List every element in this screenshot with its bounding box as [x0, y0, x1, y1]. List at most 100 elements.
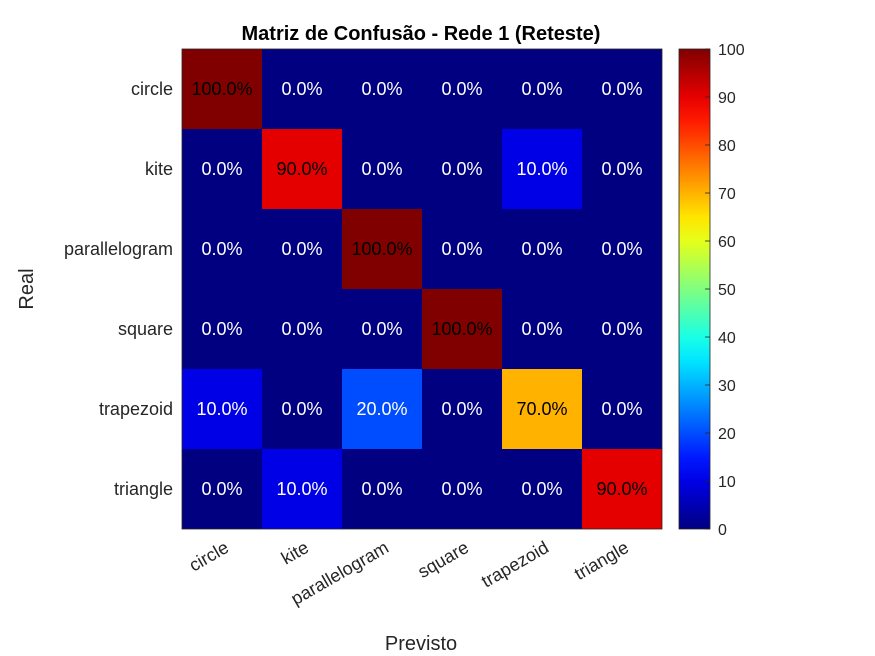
heatmap-cell: [502, 49, 582, 129]
cell-value-label: 0.0%: [361, 79, 402, 99]
cell-value-label: 0.0%: [601, 319, 642, 339]
colorbar-tick-label: 50: [718, 282, 736, 299]
heatmap-cell: [502, 209, 582, 289]
cell-value-label: 0.0%: [441, 399, 482, 419]
x-axis-label: Previsto: [385, 633, 457, 655]
heatmap-cell: [342, 209, 422, 289]
cell-value-label: 0.0%: [361, 479, 402, 499]
heatmap-cell: [502, 289, 582, 369]
cell-value-label: 0.0%: [441, 159, 482, 179]
heatmap-cell: [182, 289, 262, 369]
colorbar-tick-label: 40: [718, 330, 736, 347]
y-tick-label: square: [118, 319, 173, 339]
cell-value-label: 0.0%: [281, 79, 322, 99]
cell-value-label: 0.0%: [281, 399, 322, 419]
heatmap-cell: [342, 129, 422, 209]
cell-value-label: 0.0%: [441, 79, 482, 99]
colorbar-tick-label: 100: [718, 42, 745, 59]
cell-value-label: 0.0%: [281, 239, 322, 259]
colorbar-tick-label: 20: [718, 426, 736, 443]
cell-value-label: 10.0%: [196, 399, 247, 419]
cell-value-label: 0.0%: [601, 399, 642, 419]
heatmap-cell: [502, 449, 582, 529]
cell-value-label: 0.0%: [201, 479, 242, 499]
cell-value-label: 10.0%: [516, 159, 567, 179]
colorbar: 0 10 20 30 40 50 60 70 80 90 100: [678, 42, 745, 539]
heatmap-cell-labels: 100.0% 0.0% 0.0% 0.0% 0.0% 0.0% 0.0% 90.0% 0.0% 0…: [191, 79, 647, 499]
heatmap-cell: [342, 49, 422, 129]
heatmap-cell: [582, 49, 662, 129]
cell-value-label: 0.0%: [521, 239, 562, 259]
cell-value-label: 90.0%: [596, 479, 647, 499]
heatmap-cell: [342, 289, 422, 369]
cell-value-label: 0.0%: [601, 239, 642, 259]
cell-value-label: 0.0%: [201, 159, 242, 179]
heatmap-cell: [582, 129, 662, 209]
heatmap-cell: [582, 449, 662, 529]
x-tick-label: trapezoid: [478, 537, 552, 591]
cell-value-label: 0.0%: [441, 479, 482, 499]
y-tick-label: circle: [131, 79, 173, 99]
heatmap-cell: [182, 449, 262, 529]
heatmap-cell: [422, 449, 502, 529]
y-tick-label: kite: [145, 159, 173, 179]
cell-value-label: 100.0%: [351, 239, 412, 259]
colorbar-tick-label: 80: [718, 138, 736, 155]
x-tick-label: square: [414, 537, 472, 582]
y-axis-ticks: circle kite parallelogram square trapezoid tr…: [64, 79, 173, 499]
heatmap-cell: [262, 449, 342, 529]
heatmap-cell: [582, 369, 662, 449]
heatmap-cell: [182, 369, 262, 449]
cell-value-label: 10.0%: [276, 479, 327, 499]
y-axis-label: Real: [16, 268, 38, 309]
cell-value-label: 0.0%: [201, 319, 242, 339]
heatmap-cell: [582, 209, 662, 289]
y-tick-label: trapezoid: [99, 399, 173, 419]
cell-value-label: 100.0%: [431, 319, 492, 339]
x-tick-label: circle: [186, 537, 232, 575]
heatmap-cell: [182, 129, 262, 209]
cell-value-label: 20.0%: [356, 399, 407, 419]
colorbar-gradient: [678, 48, 711, 530]
heatmap-cell: [342, 369, 422, 449]
cell-value-label: 0.0%: [361, 319, 402, 339]
heatmap-cell: [422, 369, 502, 449]
cell-value-label: 100.0%: [191, 79, 252, 99]
colorbar-tick-label: 30: [718, 378, 736, 395]
heatmap-cell: [502, 129, 582, 209]
cell-value-label: 90.0%: [276, 159, 327, 179]
heatmap-cell: [182, 49, 262, 129]
heatmap-cell: [502, 369, 582, 449]
chart-title: Matriz de Confusão - Rede 1 (Reteste): [242, 23, 601, 45]
y-tick-label: triangle: [114, 479, 173, 499]
cell-value-label: 70.0%: [516, 399, 567, 419]
heatmap-cell: [262, 209, 342, 289]
heatmap-cell: [422, 209, 502, 289]
plot-frame: [181, 48, 663, 530]
heatmap-cell: [342, 449, 422, 529]
heatmap-cell: [262, 289, 342, 369]
y-tick-label: parallelogram: [64, 239, 173, 259]
x-tick-label: triangle: [571, 537, 632, 584]
colorbar-tick-label: 10: [718, 474, 736, 491]
heatmap-cell: [182, 209, 262, 289]
colorbar-tick-label: 60: [718, 234, 736, 251]
cell-value-label: 0.0%: [601, 159, 642, 179]
colorbar-tick-label: 70: [718, 186, 736, 203]
cell-value-label: 0.0%: [601, 79, 642, 99]
heatmap-cells: [181, 48, 663, 530]
cell-value-label: 0.0%: [281, 319, 322, 339]
heatmap-cell: [262, 369, 342, 449]
cell-value-label: 0.0%: [441, 239, 482, 259]
heatmap-cell: [582, 289, 662, 369]
cell-value-label: 0.0%: [521, 79, 562, 99]
heatmap-cell: [262, 129, 342, 209]
colorbar-tick-label: 90: [718, 90, 736, 107]
cell-value-label: 0.0%: [201, 239, 242, 259]
x-tick-label: kite: [278, 537, 312, 568]
heatmap-cell: [422, 49, 502, 129]
cell-value-label: 0.0%: [521, 319, 562, 339]
heatmap-cell: [262, 49, 342, 129]
